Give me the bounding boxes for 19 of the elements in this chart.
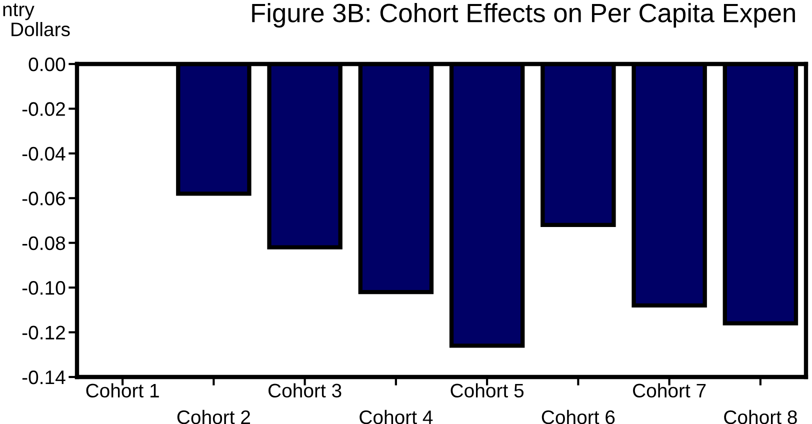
y-tick-label: -0.10 — [22, 281, 66, 295]
y-tick-label: -0.12 — [22, 326, 65, 340]
x-tick-label: Cohort 3 — [268, 383, 342, 398]
x-tick-label: Cohort 4 — [360, 410, 433, 424]
x-tick-label: Cohort 5 — [450, 383, 524, 398]
x-tick-label: Cohort 6 — [542, 410, 615, 424]
text: ntry — [3, 4, 34, 20]
y-tick-label: -0.08 — [22, 236, 66, 250]
y-tick-label: -0.02 — [22, 102, 65, 116]
y-tick-label: -0.06 — [22, 192, 66, 206]
x-tick-label: Cohort 7 — [633, 383, 706, 398]
x-tick-label: Cohort 1 — [86, 383, 159, 398]
y-tick-label: -0.14 — [22, 370, 66, 384]
x-tick-label: Cohort 8 — [724, 410, 797, 424]
x-tick-label: Cohort 2 — [177, 410, 250, 424]
chart-title: Figure 3B: Cohort Effects on Per Capita Expen — [252, 3, 795, 28]
y-tick-label: 0.00 — [28, 57, 66, 72]
y-axis-title: Dollars — [12, 22, 70, 36]
y-tick-label: -0.04 — [22, 146, 66, 161]
